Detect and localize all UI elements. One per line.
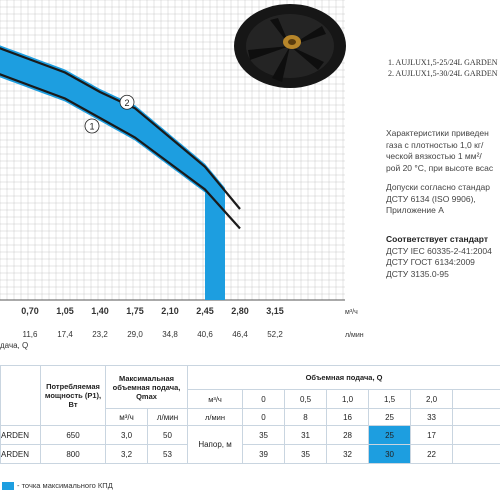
head-label: Напор, м	[187, 425, 244, 464]
head-extra	[452, 425, 500, 445]
head-extra	[452, 444, 500, 464]
flow-extra	[452, 408, 500, 426]
power-header: Потребляемая мощность (P1), Вт	[40, 365, 106, 426]
efficiency-band	[0, 45, 225, 300]
footer-text: - точка максимального КПД	[17, 481, 113, 490]
head-cell-bep: 30	[368, 444, 412, 464]
x-tick-m3h: 3,15	[266, 306, 284, 316]
flow-m3h: 0,5	[284, 389, 328, 409]
x-tick-lmin: 34,8	[162, 330, 178, 339]
flow-extra	[452, 389, 500, 409]
flow-lmin: 8	[284, 408, 328, 426]
flow-m3h: 1,0	[326, 389, 370, 409]
bep-swatch	[2, 481, 14, 490]
info-line: Характеристики приведен	[386, 128, 489, 138]
curve-markers: 12	[84, 94, 135, 134]
x-tick-lmin: 52,2	[267, 330, 283, 339]
x-unit-lmin: л/мин	[345, 332, 364, 339]
head-cell: 22	[410, 444, 454, 464]
x-tick-lmin: 46,4	[232, 330, 248, 339]
head-cell: 28	[326, 425, 370, 445]
curve-1	[0, 73, 241, 230]
x-tick-lmin: 17,4	[57, 330, 73, 339]
curve-marker-label: 2	[124, 98, 129, 108]
head-cell: 35	[284, 444, 328, 464]
power-cell: 800	[40, 444, 106, 464]
legend-item-2: 2. AUJLUX1,5-30/24L GARDEN	[388, 69, 498, 78]
qmax-m3h-cell: 3,0	[105, 425, 148, 445]
curve-marker-circle	[84, 118, 100, 134]
qmax-m3h-cell: 3,2	[105, 444, 148, 464]
model-header	[0, 365, 41, 426]
standards-panel: Соответствует стандарт ДСТУ IEC 60335-2-…	[386, 234, 500, 280]
x-tick-m3h: 2,80	[231, 306, 249, 316]
performance-table: Потребляемая мощность (P1), Вт Максималь…	[0, 365, 500, 464]
info-line: ДСТУ ГОСТ 6134:2009	[386, 257, 475, 267]
qmax-unit-m3h: м³/ч	[105, 408, 148, 426]
x-tick-m3h: 1,05	[56, 306, 74, 316]
footer-note: - точка максимального КПД	[0, 481, 113, 490]
head-cell: 17	[410, 425, 454, 445]
qmax-lmin-cell: 53	[146, 444, 189, 464]
table-row: ARDEN 650 3,0 50 Напор, м 35 31 28 25 17	[0, 425, 500, 464]
x-tick-lmin: 11,6	[23, 330, 39, 339]
flow-unit-m3h: м³/ч	[187, 389, 244, 409]
power-cell: 650	[40, 425, 106, 445]
x-tick-m3h: 2,10	[161, 306, 179, 316]
model-cell: ARDEN	[0, 444, 41, 464]
head-cell: 39	[242, 444, 286, 464]
qmax-unit-lmin: л/мин	[146, 408, 189, 426]
flow-m3h: 0	[242, 389, 286, 409]
model-cell: ARDEN	[0, 425, 41, 445]
curve-2	[0, 47, 241, 210]
x-tick-lmin: 23,2	[92, 330, 108, 339]
qmax-lmin-cell: 50	[146, 425, 189, 445]
standards-heading: Соответствует стандарт	[386, 234, 489, 244]
flow-lmin: 16	[326, 408, 370, 426]
head-cell: 31	[284, 425, 328, 445]
curve-marker-circle	[119, 94, 135, 110]
curve-marker-label: 1	[89, 122, 94, 132]
info-line: рой 20 °С, при высоте всас	[386, 162, 494, 173]
flow-m3h: 2,0	[410, 389, 454, 409]
head-cell: 32	[326, 444, 370, 464]
info-panel: Характеристики приведен газа с плотность…	[386, 128, 500, 174]
head-cell-bep: 25	[368, 425, 412, 445]
x-tick-m3h: 1,40	[91, 306, 109, 316]
flow-lmin: 25	[368, 408, 412, 426]
info-line: Допуски согласно стандар	[386, 182, 491, 192]
table-row: ARDEN 800 3,2 53 39 35 32 30 22	[0, 444, 500, 464]
info-line: ДСТУ IEC 60335-2-41:2004	[386, 245, 492, 256]
flow-lmin: 0	[242, 408, 286, 426]
pump-performance-chart: 12 0,7011,61,0517,41,4023,21,7529,02,103…	[0, 0, 364, 339]
flow-unit-lmin: л/мин	[187, 408, 244, 426]
x-tick-m3h: 1,75	[126, 306, 144, 316]
x-unit-m3h: м³/ч	[345, 309, 358, 316]
info-line: ДСТУ 3135.0-95	[386, 268, 449, 279]
info-line: ческой вязкостью 1 мм²/	[386, 151, 482, 161]
info-line: Приложение А	[386, 205, 444, 215]
x-tick-m3h: 0,70	[21, 306, 39, 316]
qmax-header: Максимальная объемная подача, Qmax	[104, 365, 189, 409]
x-axis-ticks: 0,70 11,6 1,05 17,4 1,40 23,2 1,75 29,0 2,10 34,8…	[21, 306, 284, 339]
flow-lmin: 33	[410, 408, 454, 426]
x-tick-lmin: 40,6	[197, 330, 213, 339]
legend-item-1: 1. AUJLUX1,5-25/24L GARDEN	[388, 58, 498, 67]
impeller-image	[234, 4, 346, 88]
x-tick-lmin: 29,0	[127, 330, 143, 339]
x-tick-m3h: 2,45	[196, 306, 214, 316]
head-cell: 35	[242, 425, 286, 445]
flow-m3h: 1,5	[368, 389, 412, 409]
info-line: ДСТУ 6134 (ISO 9906),	[386, 193, 476, 204]
flow-header: Объемная подача, Q	[187, 365, 500, 390]
x-axis-label: дача, Q	[0, 341, 29, 350]
info-line: газа с плотностью 1,0 кг/	[386, 139, 484, 150]
tolerance-panel: Допуски согласно стандар ДСТУ 6134 (ISO …	[386, 182, 500, 217]
